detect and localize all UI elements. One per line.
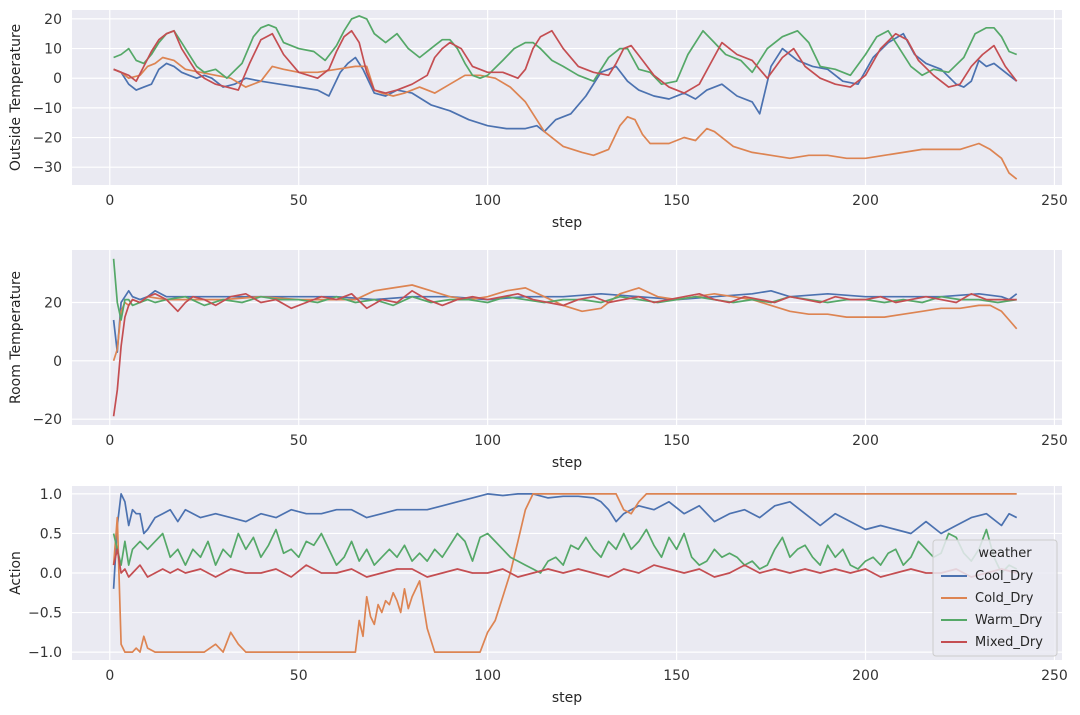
series-line-warm-dry xyxy=(113,15,1018,86)
y-tick-label: 0.0 xyxy=(40,566,62,582)
x-tick-label: 200 xyxy=(852,433,879,449)
y-tick-label: 10 xyxy=(44,42,62,58)
y-tick-label: −1.0 xyxy=(28,645,62,661)
legend-entry: Warm_Dry xyxy=(975,613,1043,628)
series-line-cold-dry xyxy=(112,493,1017,653)
y-axis-label: Outside Temperature xyxy=(8,24,24,171)
y-tick-label: 20 xyxy=(44,12,62,28)
series-line-cold-dry xyxy=(112,284,1018,362)
y-axis-label: Room Temperature xyxy=(8,271,24,404)
chart-panel-2: 0 50 100 150 200 250 −20 0 20 step Room Temperatur… xyxy=(8,250,1068,471)
legend-box xyxy=(932,539,1058,657)
y-tick-label: 0 xyxy=(53,354,62,370)
y-tick-label: 1.0 xyxy=(40,487,62,503)
x-tick-label: 200 xyxy=(852,668,879,684)
x-axis-label: step xyxy=(552,215,582,231)
legend-entry: Cool_Dry xyxy=(975,569,1033,584)
x-tick-label: 0 xyxy=(105,193,114,209)
x-tick-label: 50 xyxy=(290,433,308,449)
legend-entry: Cold_Dry xyxy=(975,591,1034,606)
plot-background xyxy=(72,10,1062,185)
legend: weather Cool_Dry Cold_Dry Warm_Dry Mixed_Dry xyxy=(932,539,1058,657)
x-tick-label: 100 xyxy=(474,668,501,684)
y-tick-label: 0 xyxy=(53,71,62,87)
x-tick-label: 50 xyxy=(290,668,308,684)
x-tick-label: 0 xyxy=(105,433,114,449)
x-axis-label: step xyxy=(552,690,582,706)
series-line-mixed-dry xyxy=(112,548,1017,578)
x-tick-label: 250 xyxy=(1041,433,1068,449)
legend-entry: Mixed_Dry xyxy=(975,635,1043,650)
x-tick-label: 50 xyxy=(290,193,308,209)
x-tick-label: 100 xyxy=(474,193,501,209)
y-tick-label: −10 xyxy=(32,101,62,117)
x-tick-label: 150 xyxy=(663,433,690,449)
x-tick-label: 100 xyxy=(474,433,501,449)
y-tick-label: −0.5 xyxy=(28,606,62,622)
y-tick-label: 0.5 xyxy=(40,526,62,542)
chart-panel-1: 0 50 100 150 200 250 −30 −20 −10 0 10 20 step Outside… xyxy=(8,10,1068,231)
x-tick-label: 200 xyxy=(852,193,879,209)
chart-panel-3: 0 50 100 150 200 250 −1.0 −0.5 0.0 0.5 1.0 step Acti… xyxy=(8,486,1068,706)
series-line-mixed-dry xyxy=(113,29,1018,94)
x-tick-label: 250 xyxy=(1041,193,1068,209)
x-tick-label: 150 xyxy=(663,193,690,209)
series-line-warm-dry xyxy=(112,528,1018,574)
series-line-cold-dry xyxy=(113,56,1018,180)
series-line-cool-dry xyxy=(113,32,1018,133)
y-tick-label: −20 xyxy=(32,412,62,428)
y-tick-label: −30 xyxy=(32,160,62,176)
x-tick-label: 0 xyxy=(105,668,114,684)
y-tick-label: 20 xyxy=(44,296,62,312)
series-line-cool-dry xyxy=(112,493,1018,589)
legend-title: weather xyxy=(978,546,1032,561)
x-tick-label: 150 xyxy=(663,668,690,684)
y-axis-label: Action xyxy=(8,551,24,595)
plot-background xyxy=(72,250,1062,425)
x-tick-label: 250 xyxy=(1041,668,1068,684)
y-tick-label: −20 xyxy=(32,131,62,147)
x-axis-label: step xyxy=(552,455,582,471)
series-line-mixed-dry xyxy=(112,289,1017,417)
